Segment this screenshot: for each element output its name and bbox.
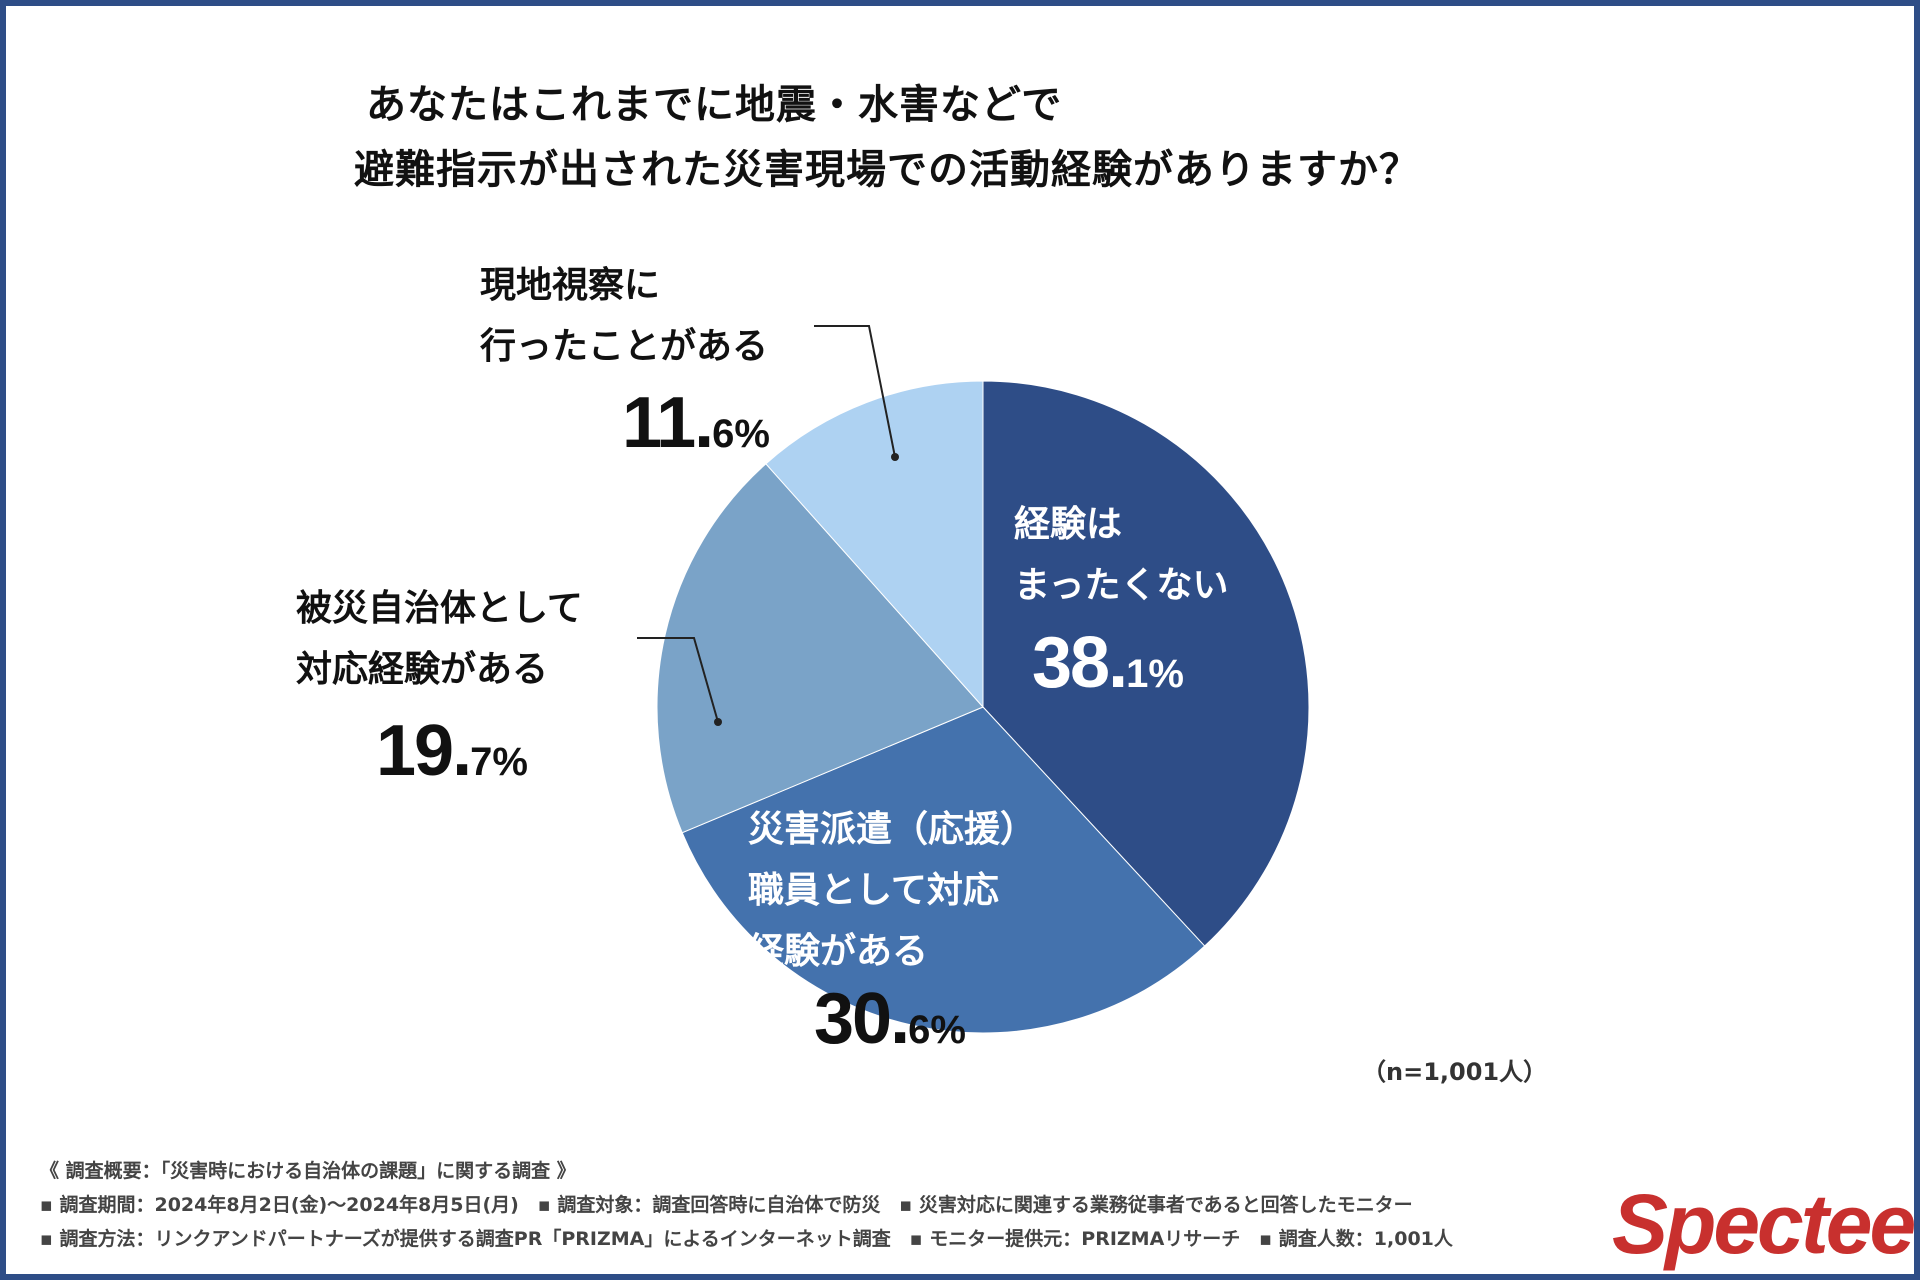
label-line: 現地視察に [480,265,661,306]
slice-label-dispatch: 災害派遣（応援） 職員として対応 経験がある [748,799,1036,982]
data-label-site-visit: 11.6% [622,382,770,464]
slice-label-none: 経験は まったくない [1014,494,1229,616]
pct-int: 30. [814,979,910,1059]
sample-size: （n=1,001人） [1362,1058,1548,1086]
pct-dec: 6% [908,1008,966,1052]
label-line: 経験は [1014,504,1123,545]
pie-slice-none [982,380,1310,947]
label-line: 経験がある [748,931,929,972]
pct-dec: 7% [470,740,528,784]
pct-int: 11. [622,383,714,463]
slice-label-site-visit: 現地視察に 行ったことがある [480,255,768,377]
footer-period-target: ▪ 調査期間：2024年8月2日(金)〜2024年8月5日(月) ▪ 調査対象：… [40,1194,1413,1216]
data-label-affected: 19.7% [376,710,528,792]
label-line: 職員として対応 [748,870,999,911]
leader-line-site-visit [814,325,896,458]
leader-dot-site-visit [891,453,899,461]
spectee-logo: Spectee [1612,1177,1916,1271]
data-label-none: 38.1% [1032,622,1184,704]
label-line: 災害派遣（応援） [748,809,1037,850]
pct-int: 38. [1032,623,1128,703]
pie-slice-affected [656,463,984,834]
leader-line-affected [637,637,719,723]
label-line: 対応経験がある [296,649,549,690]
label-line: 行ったことがある [480,326,769,367]
footer-method: ▪ 調査方法：リンクアンドパートナーズが提供する調査PR「PRIZMA」によるイ… [40,1228,1453,1250]
label-line: 被災自治体として [296,588,583,629]
slice-label-affected: 被災自治体として 対応経験がある [296,578,583,700]
data-label-dispatch: 30.6% [814,978,966,1060]
pct-dec: 1% [1126,652,1184,696]
chart-title-line2: 避難指示が出された災害現場での活動経験がありますか？ [354,147,1420,193]
label-line: まったくない [1014,565,1229,606]
footer-summary: 《 調査概要：「災害時における自治体の課題」に関する調査 》 [40,1160,576,1182]
pie-slice-site-visit [765,380,984,709]
chart-title-line1: あなたはこれまでに地震・水害などで [366,82,1063,128]
leader-dot-affected [714,718,722,726]
pct-dec: 6% [712,412,770,456]
pie-slice-dispatch [681,706,1206,1034]
pct-int: 19. [376,711,472,791]
